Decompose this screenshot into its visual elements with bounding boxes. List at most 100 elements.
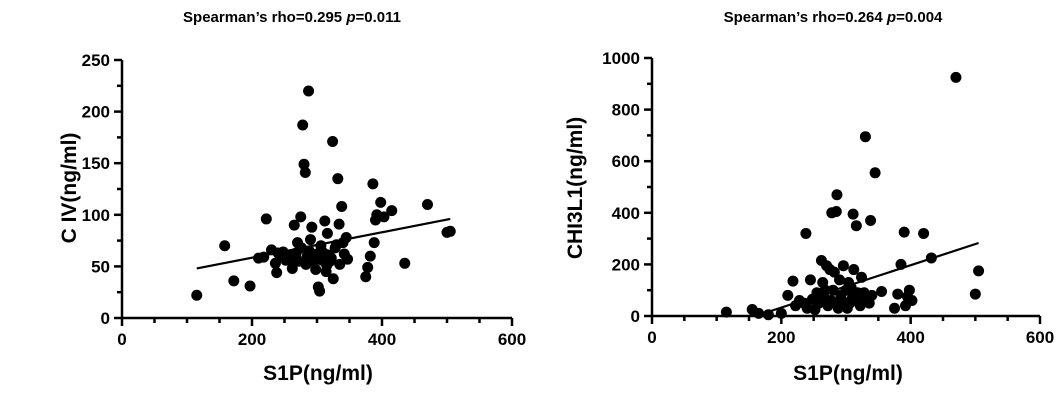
data-point xyxy=(367,178,379,190)
data-point xyxy=(831,189,843,201)
data-point xyxy=(368,237,380,249)
data-point xyxy=(386,205,398,217)
data-point xyxy=(876,285,888,297)
data-point xyxy=(906,295,918,307)
data-point xyxy=(228,275,240,287)
data-point xyxy=(969,288,981,300)
data-point xyxy=(762,309,774,321)
chart-title: Spearman’s rho=0.295 p=0.011 xyxy=(183,9,401,26)
data-point xyxy=(775,307,787,319)
data-point xyxy=(342,253,354,265)
data-point xyxy=(244,280,256,292)
y-tick-label: 600 xyxy=(612,152,640,171)
y-axis-label: C IV(ng/ml) xyxy=(58,133,81,244)
data-point xyxy=(444,225,456,237)
data-point xyxy=(925,252,937,264)
y-tick-label: 0 xyxy=(631,307,640,326)
y-axis-label: CHI3L1(ng/ml) xyxy=(564,117,587,259)
data-point xyxy=(219,240,231,252)
data-point xyxy=(336,201,348,213)
data-point xyxy=(804,274,816,286)
x-tick-label: 0 xyxy=(647,328,656,347)
y-tick-label: 100 xyxy=(82,206,110,225)
data-point xyxy=(834,274,846,286)
x-tick-label: 600 xyxy=(498,330,526,349)
data-point xyxy=(191,289,203,301)
data-point xyxy=(865,215,877,227)
data-point xyxy=(859,131,871,143)
y-tick-label: 200 xyxy=(612,255,640,274)
data-point xyxy=(918,227,930,239)
data-point xyxy=(787,275,799,287)
y-tick-label: 800 xyxy=(612,101,640,120)
data-point xyxy=(319,215,331,227)
data-point xyxy=(847,208,859,220)
data-point xyxy=(360,271,372,283)
data-point xyxy=(297,119,309,131)
data-point xyxy=(827,284,839,296)
data-point xyxy=(837,260,849,272)
data-point xyxy=(378,211,390,223)
data-point xyxy=(321,227,333,239)
y-tick-label: 50 xyxy=(91,257,110,276)
data-point xyxy=(258,251,270,263)
data-point xyxy=(288,219,300,231)
data-point xyxy=(286,262,298,274)
data-point xyxy=(889,302,900,314)
data-point xyxy=(332,173,344,185)
y-tick-label: 1000 xyxy=(602,49,640,68)
data-points xyxy=(191,85,456,301)
data-point xyxy=(866,289,878,301)
data-point xyxy=(295,211,307,223)
data-point xyxy=(856,271,868,283)
data-point xyxy=(830,206,842,218)
x-axis-label: S1P(ng/ml) xyxy=(793,362,903,385)
data-point xyxy=(898,226,910,238)
data-point xyxy=(895,258,907,270)
y-tick-label: 0 xyxy=(101,309,110,328)
data-point xyxy=(848,264,860,276)
data-point xyxy=(892,288,904,300)
data-points xyxy=(720,71,985,321)
data-point xyxy=(327,136,339,148)
data-point xyxy=(850,220,862,232)
scatter-panel-civ: Spearman’s rho=0.295 p=0.011 C IV(ng/ml)… xyxy=(58,9,526,385)
data-point xyxy=(310,263,322,275)
data-point xyxy=(720,306,732,318)
y-tick-label: 200 xyxy=(82,103,110,122)
data-point xyxy=(306,221,318,233)
data-point xyxy=(800,227,812,239)
x-tick-label: 0 xyxy=(117,330,126,349)
axis-ticks: 0 50 100 150 200 250 0 200 400 600 xyxy=(82,51,527,349)
data-point xyxy=(305,234,316,246)
data-point xyxy=(271,267,283,279)
x-tick-label: 400 xyxy=(368,330,396,349)
data-point xyxy=(753,307,765,319)
data-point xyxy=(327,273,339,285)
scatter-panel-chi3l1: Spearman’s rho=0.264 p=0.004 CHI3L1(ng/m… xyxy=(564,9,1054,385)
data-point xyxy=(819,284,831,296)
y-tick-label: 250 xyxy=(82,51,110,70)
data-point xyxy=(303,85,315,97)
data-point xyxy=(333,218,345,230)
y-tick-label: 400 xyxy=(612,204,640,223)
data-point xyxy=(422,198,433,210)
data-point xyxy=(869,167,881,179)
data-point xyxy=(298,158,310,170)
data-point xyxy=(950,71,962,83)
data-point xyxy=(260,213,272,225)
data-point xyxy=(325,252,337,264)
x-tick-label: 600 xyxy=(1026,328,1054,347)
x-tick-label: 400 xyxy=(896,328,924,347)
x-tick-label: 200 xyxy=(238,330,266,349)
data-point xyxy=(399,257,411,269)
chart-title: Spearman’s rho=0.264 p=0.004 xyxy=(724,9,943,26)
x-tick-label: 200 xyxy=(767,328,795,347)
y-tick-label: 150 xyxy=(82,154,110,173)
data-point xyxy=(299,166,311,178)
data-point xyxy=(364,250,376,262)
x-axis-label: S1P(ng/ml) xyxy=(263,362,373,385)
data-point xyxy=(340,232,352,244)
data-point xyxy=(782,289,794,301)
